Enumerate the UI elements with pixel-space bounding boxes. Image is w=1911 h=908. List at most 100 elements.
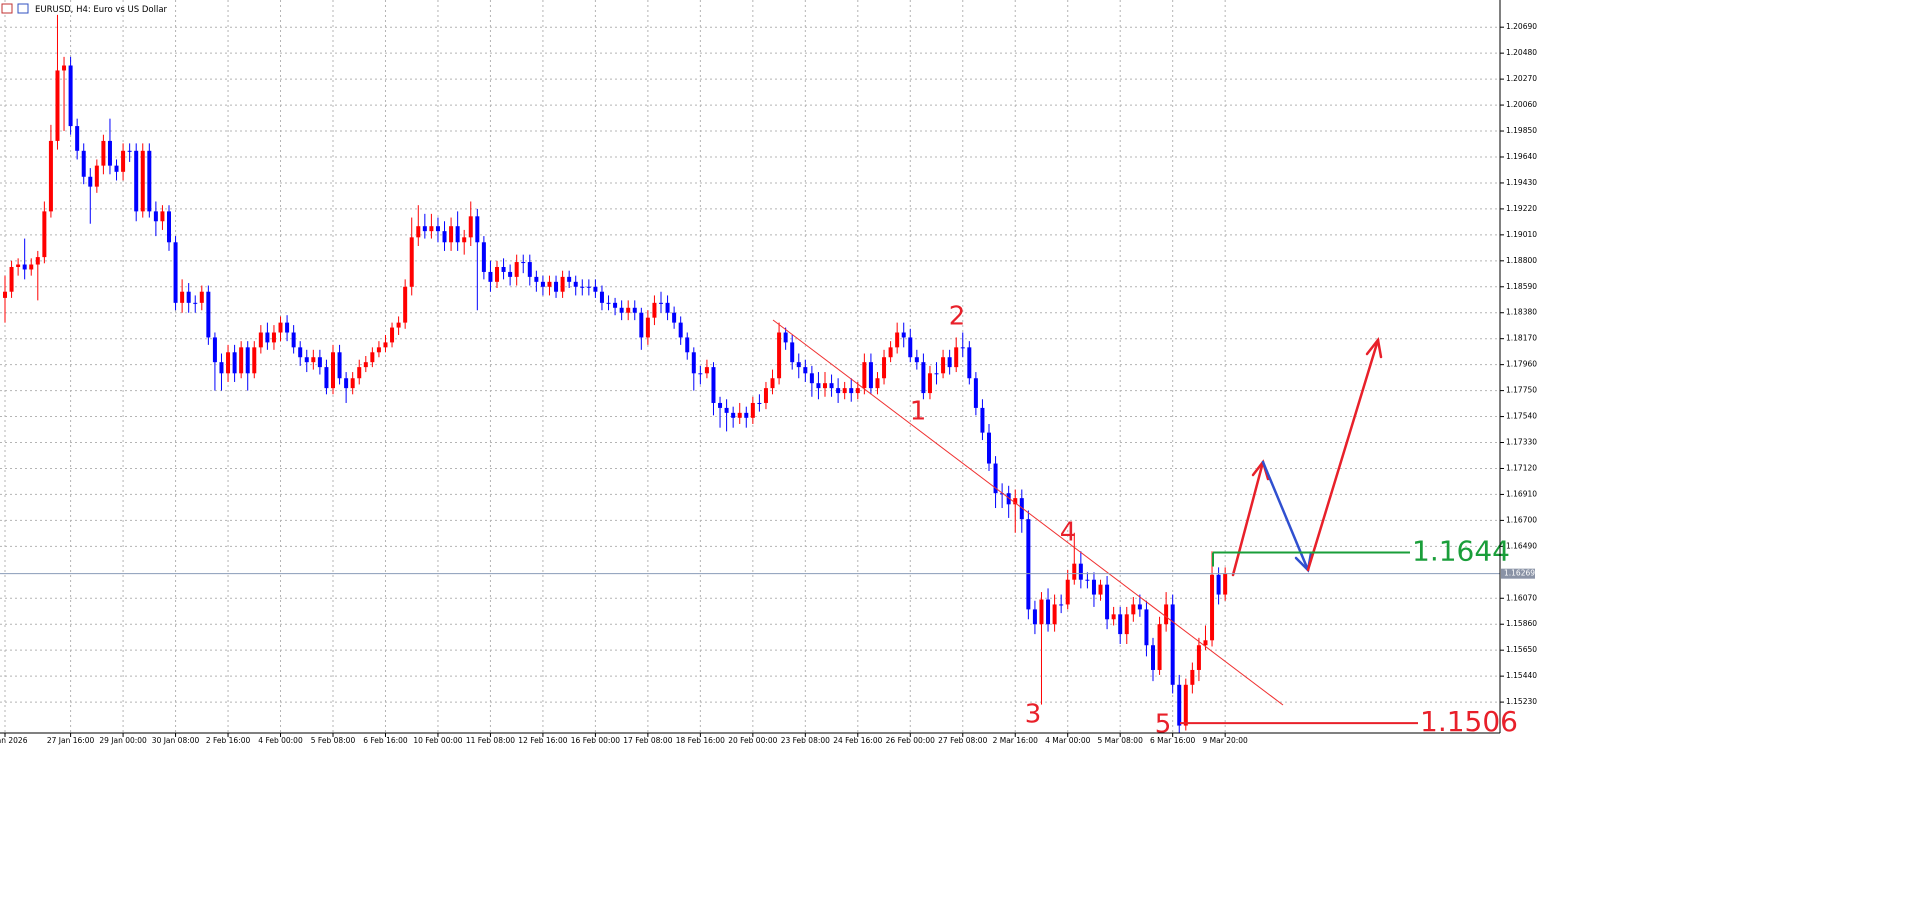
candle-body: [586, 286, 591, 288]
x-tick-label: 27 Feb 08:00: [938, 736, 987, 745]
candle-body: [291, 332, 296, 348]
x-tick-label: 26 Feb 00:00: [886, 736, 935, 745]
y-tick-label: 1.15650: [1506, 645, 1537, 654]
candle-body: [462, 237, 467, 243]
candle-body: [35, 257, 40, 265]
candle-body: [271, 332, 276, 343]
candle-body: [652, 302, 657, 318]
candle-body: [744, 412, 749, 418]
candle-body: [790, 342, 795, 363]
y-tick-label: 1.19010: [1506, 230, 1537, 239]
arrow-down: [1261, 460, 1310, 572]
candle-body: [1059, 604, 1064, 606]
x-tick-label: 18 Feb 16:00: [676, 736, 725, 745]
candle-body: [180, 291, 185, 303]
chart-title: EURUSD, H4: Euro vs US Dollar: [35, 5, 168, 15]
candle-body: [48, 140, 53, 212]
candle-body: [1131, 604, 1136, 615]
x-tick-label: 17 Feb 08:00: [623, 736, 672, 745]
candle-body: [547, 281, 552, 287]
candle-body: [711, 367, 716, 403]
y-tick-label: 1.18590: [1506, 282, 1537, 291]
candle-body: [599, 291, 604, 303]
arrow-head: [1365, 337, 1383, 359]
candle-body: [803, 367, 808, 374]
candle-body: [212, 337, 217, 363]
candle-body: [317, 357, 322, 368]
candle-body: [1144, 609, 1149, 646]
candle-body: [783, 332, 788, 343]
arrow-up-2: [1306, 338, 1380, 572]
candle-body: [3, 291, 7, 298]
candle-body: [1210, 574, 1215, 641]
candle-body: [344, 378, 349, 389]
candle-body: [239, 347, 244, 374]
candle-body: [160, 211, 165, 222]
y-tick-label: 1.17120: [1506, 463, 1537, 472]
candle-body: [134, 150, 139, 212]
x-tick-label: 30 Jan 08:00: [152, 736, 200, 745]
candle-body: [1177, 684, 1182, 726]
candle-body: [639, 312, 644, 338]
x-tick-label: 5 Mar 08:00: [1098, 736, 1144, 745]
candle-body: [62, 65, 67, 71]
candle-body: [127, 150, 132, 152]
candle-body: [593, 286, 598, 292]
candle-body: [481, 242, 486, 272]
candle-body: [875, 378, 880, 389]
candle-body: [534, 276, 539, 282]
y-tick-label: 1.16700: [1506, 515, 1537, 524]
candle-body: [1216, 574, 1221, 595]
y-tick-label: 1.15860: [1506, 619, 1537, 628]
candle-body: [416, 226, 421, 238]
candle-body: [1000, 493, 1005, 495]
candle-body: [219, 362, 224, 374]
x-tick-label: 6 Mar 16:00: [1150, 736, 1196, 745]
candle-body: [619, 307, 624, 313]
icon: [17, 3, 29, 14]
wave-label: 4: [1060, 518, 1077, 548]
candle-body: [770, 378, 775, 389]
arrow-up-1: [1231, 460, 1265, 577]
candle-body: [1013, 498, 1018, 505]
level-label: 1.1644: [1412, 535, 1510, 568]
y-tick-label: 1.17960: [1506, 360, 1537, 369]
candle-body: [1078, 563, 1083, 580]
x-tick-label: 11 Feb 08:00: [466, 736, 515, 745]
wave-label: 3: [1025, 700, 1042, 730]
candle-body: [147, 150, 152, 212]
candle-body: [1026, 519, 1031, 610]
candle-body: [29, 264, 34, 270]
candle-body: [960, 347, 965, 349]
candle-body: [390, 327, 395, 343]
wave-label: 2: [949, 302, 966, 332]
candle-body: [508, 271, 513, 277]
candle-body: [232, 352, 237, 374]
candle-body: [836, 388, 841, 394]
candle-body: [665, 302, 670, 313]
candle-body: [311, 357, 316, 363]
candle-body: [724, 407, 729, 413]
candle-body: [324, 367, 329, 389]
candle-body: [901, 332, 906, 338]
x-tick-label: 6 Feb 16:00: [363, 736, 408, 745]
candle-body: [1019, 498, 1024, 520]
candle-body: [81, 150, 86, 177]
candle-body: [193, 302, 198, 304]
y-tick-label: 1.19220: [1506, 204, 1537, 213]
y-tick-label: 1.18380: [1506, 308, 1537, 317]
candle-body: [1164, 604, 1169, 625]
candle-body: [632, 307, 637, 313]
wave-label: 1: [910, 397, 927, 427]
candle-body: [226, 352, 231, 374]
y-tick-label: 1.15440: [1506, 671, 1537, 680]
candle-body: [941, 357, 946, 374]
candle-body: [1183, 684, 1188, 726]
y-tick-label: 1.19850: [1506, 126, 1537, 135]
candle-body: [186, 291, 191, 303]
candle-body: [121, 150, 126, 172]
x-tick-label: 12 Feb 16:00: [518, 736, 567, 745]
candle-body: [580, 286, 585, 288]
